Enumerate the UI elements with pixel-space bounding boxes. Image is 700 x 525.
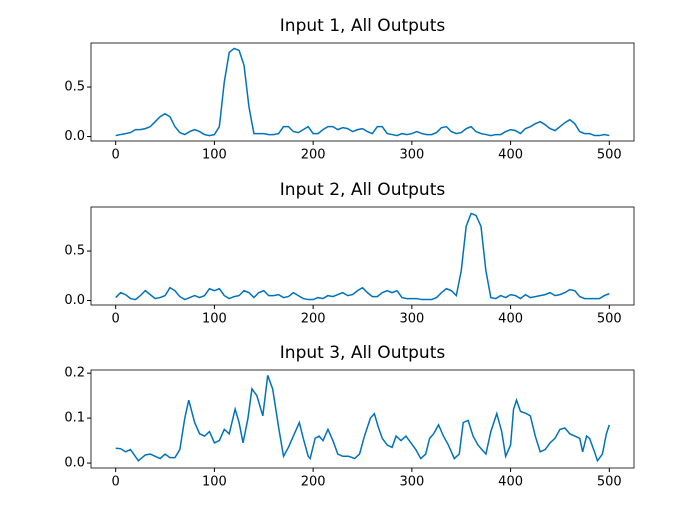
x-tick-label: 400 bbox=[498, 148, 523, 163]
x-tick-label: 500 bbox=[597, 475, 622, 490]
x-tick-label: 100 bbox=[202, 475, 227, 490]
x-tick-label: 400 bbox=[498, 475, 523, 490]
chart-title: Input 3, All Outputs bbox=[280, 343, 446, 363]
x-tick-label: 0 bbox=[112, 312, 120, 327]
y-tick-label: 0.1 bbox=[64, 411, 85, 426]
line-series bbox=[115, 47, 610, 137]
x-tick-label: 300 bbox=[399, 475, 424, 490]
x-tick-label: 500 bbox=[597, 312, 622, 327]
y-tick-label: 0.5 bbox=[64, 244, 85, 259]
axes-frame bbox=[90, 42, 635, 142]
line-series bbox=[115, 212, 610, 301]
y-tick-label: 0.0 bbox=[64, 456, 85, 471]
chart-title: Input 1, All Outputs bbox=[280, 16, 446, 36]
x-tick-label: 200 bbox=[301, 312, 326, 327]
chart-title: Input 2, All Outputs bbox=[280, 180, 446, 200]
axes-frame bbox=[90, 369, 635, 469]
y-tick-label: 0.0 bbox=[64, 129, 85, 144]
y-tick-label: 0.0 bbox=[64, 293, 85, 308]
x-tick-label: 200 bbox=[301, 475, 326, 490]
y-tick-label: 0.2 bbox=[64, 366, 85, 381]
x-tick-label: 100 bbox=[202, 148, 227, 163]
x-tick-label: 400 bbox=[498, 312, 523, 327]
x-tick-label: 0 bbox=[112, 148, 120, 163]
x-tick-label: 300 bbox=[399, 148, 424, 163]
line-series bbox=[115, 375, 611, 463]
x-tick-label: 100 bbox=[202, 312, 227, 327]
x-tick-label: 500 bbox=[597, 148, 622, 163]
x-tick-label: 300 bbox=[399, 312, 424, 327]
axes-frame bbox=[90, 206, 635, 306]
x-tick-label: 0 bbox=[112, 475, 120, 490]
x-tick-label: 200 bbox=[301, 148, 326, 163]
y-tick-label: 0.5 bbox=[64, 80, 85, 95]
